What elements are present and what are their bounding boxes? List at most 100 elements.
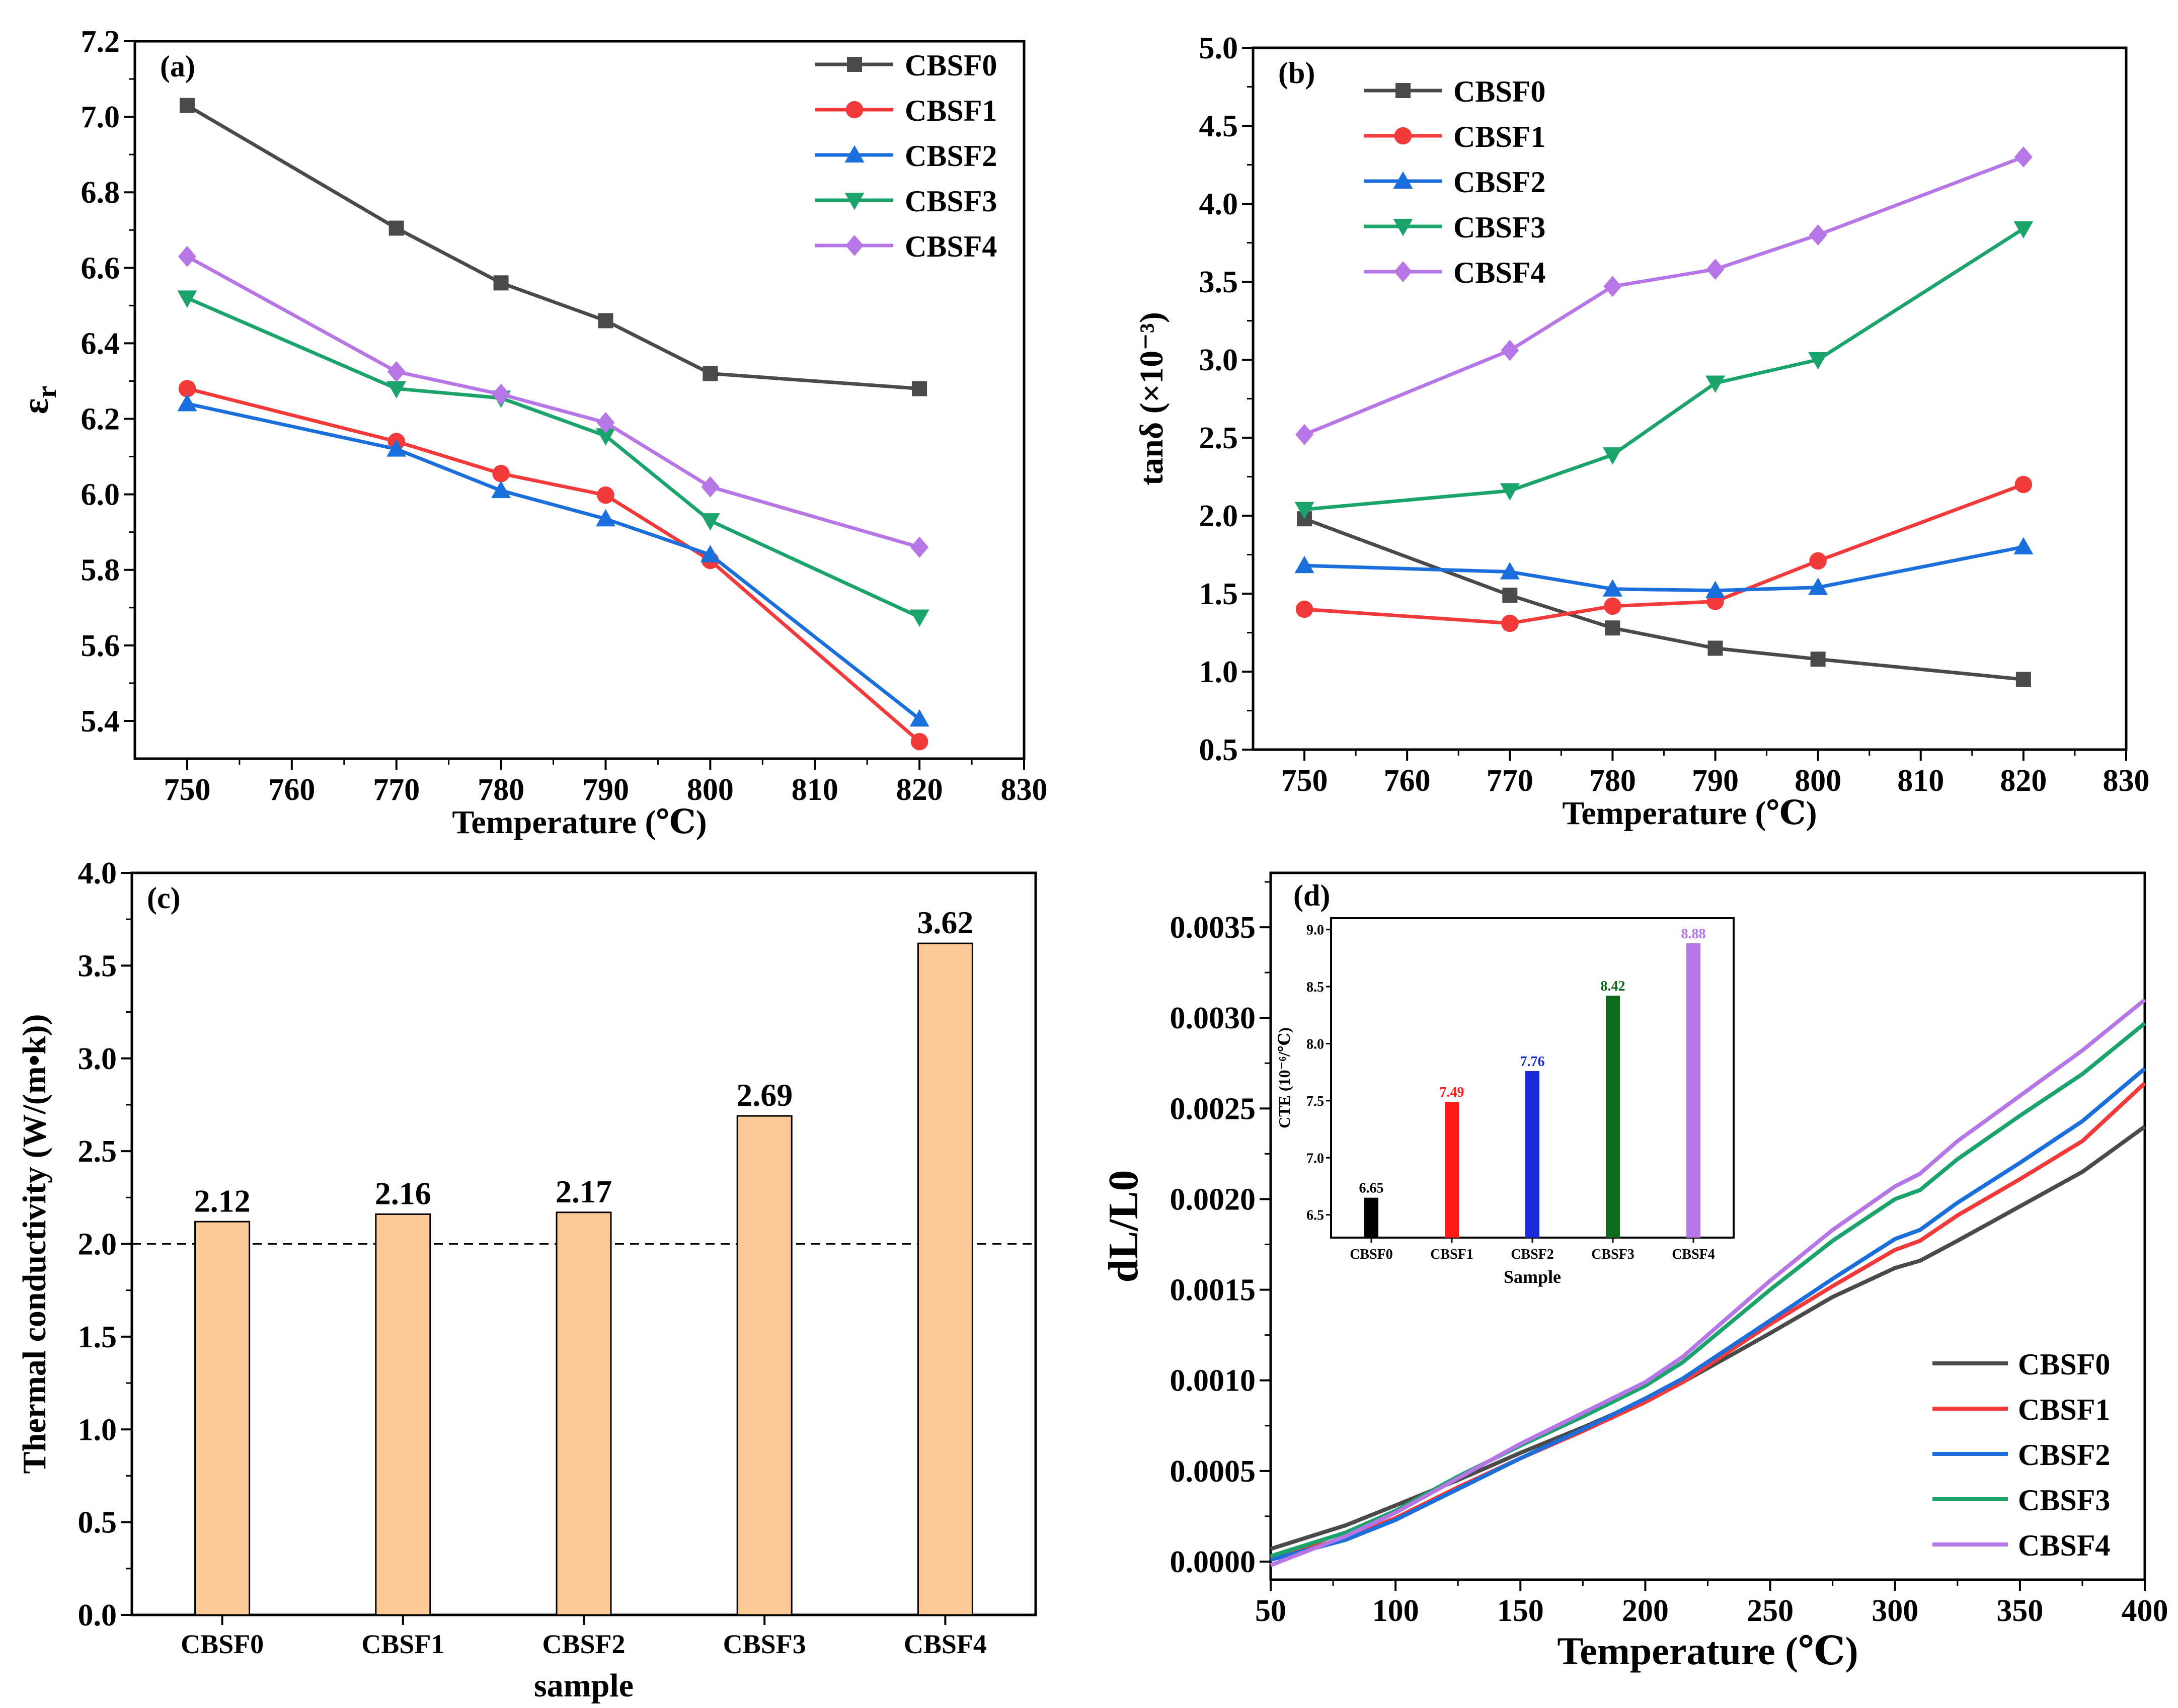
x-tick-label: 750: [1281, 764, 1328, 798]
y-tick-label: 4.5: [1199, 109, 1238, 143]
bar-CBSF1: [375, 1213, 431, 1616]
y-axis-label: tanδ (×10⁻³): [1133, 312, 1170, 485]
series-CBSF3: [1294, 221, 2034, 520]
panel-label: (a): [160, 50, 195, 83]
inset-y-axis-label: CTE (10⁻⁶/℃): [1275, 1027, 1293, 1128]
y-tick-label: 2.5: [1199, 421, 1238, 455]
y-tick-label: 0.0030: [1170, 1001, 1256, 1035]
data-point-CBSF4: [178, 246, 196, 267]
inset-x-tick-label-CBSF0: CBSF0: [1350, 1247, 1393, 1262]
legend-marker-CBSF4: [845, 235, 864, 256]
data-point-CBSF1: [1501, 614, 1519, 632]
x-tick-label: 790: [582, 773, 629, 807]
legend-marker-CBSF0: [1395, 83, 1411, 98]
y-tick-label: 6.8: [81, 176, 120, 210]
bar-value-label-CBSF2: 2.17: [556, 1174, 612, 1209]
x-tick-label: 770: [1487, 764, 1533, 798]
data-point-CBSF1: [178, 380, 196, 397]
series-line-CBSF4: [1270, 998, 2146, 1567]
data-point-CBSF0: [598, 313, 613, 329]
data-point-CBSF2: [1602, 579, 1622, 597]
data-point-CBSF4: [1706, 259, 1725, 280]
x-tick-label-CBSF1: CBSF1: [361, 1629, 444, 1659]
panel-d-thermal-expansion-chart: 50 100 150 200 250 300 350 400 0.0000 0.0005 0.001…: [1100, 871, 2168, 1673]
legend-label-CBSF1: CBSF1: [1453, 120, 1545, 153]
data-point-CBSF4: [2014, 146, 2033, 168]
panel-label: (c): [147, 881, 181, 915]
y-tick-label: 4.0: [78, 856, 117, 890]
legend-marker-CBSF1: [1394, 127, 1412, 145]
data-point-CBSF0: [493, 275, 509, 291]
x-tick-label-CBSF0: CBSF0: [181, 1629, 264, 1659]
data-point-CBSF1: [1809, 552, 1827, 570]
x-tick-label: 810: [792, 773, 838, 807]
legend-label-CBSF2: CBSF2: [905, 139, 997, 173]
inset-bar-CBSF4: [1686, 943, 1700, 1238]
series-line-CBSF3: [1304, 227, 2025, 512]
x-tick-label: 100: [1372, 1594, 1419, 1628]
y-tick-label: 4.0: [1199, 187, 1238, 221]
data-point-CBSF0: [703, 366, 718, 381]
inset-bar-CBSF3: [1606, 996, 1620, 1238]
inset-x-tick-label-CBSF4: CBSF4: [1672, 1247, 1715, 1262]
data-point-CBSF4: [1809, 224, 1827, 246]
inset-bar-CBSF0: [1364, 1197, 1378, 1238]
y-tick-label: 3.0: [1199, 343, 1238, 377]
y-tick-label: 3.5: [1199, 265, 1238, 299]
y-tick-label: 2.0: [1199, 499, 1238, 533]
y-axis-label: εr: [15, 386, 62, 414]
x-tick-label: 800: [687, 773, 734, 807]
data-point-CBSF3: [1294, 502, 1314, 520]
inset-y-tick-label: 7.0: [1306, 1151, 1324, 1166]
data-point-CBSF1: [910, 733, 928, 751]
y-tick-label: 0.0020: [1170, 1182, 1256, 1216]
series-CBSF1: [178, 380, 928, 751]
series-CBSF3: [177, 290, 929, 627]
legend-marker-CBSF2: [844, 145, 865, 162]
y-tick-label: 2.0: [78, 1228, 117, 1262]
legend-label-CBSF2: CBSF2: [1453, 166, 1545, 199]
inset-x-tick-label-CBSF3: CBSF3: [1591, 1247, 1635, 1262]
data-point-CBSF4: [701, 476, 720, 498]
series-line-CBSF0: [1303, 517, 2024, 681]
data-point-CBSF1: [492, 465, 510, 482]
legend-marker-CBSF2: [1393, 171, 1413, 189]
x-tick-label-CBSF4: CBSF4: [904, 1629, 987, 1659]
series-CBSF2: [1294, 537, 2034, 598]
bar-CBSF2: [556, 1211, 612, 1616]
x-tick-label: 50: [1255, 1594, 1286, 1628]
x-axis-label: sample: [534, 1667, 634, 1704]
data-point-CBSF0: [1502, 588, 1518, 603]
series-line-CBSF1: [187, 387, 921, 743]
x-axis-label: Temperature (℃): [1562, 795, 1817, 832]
series-CBSF0: [179, 98, 927, 396]
y-tick-label: 0.0: [78, 1598, 117, 1633]
panel-b-loss-tangent-chart: 750 760 770 780 790 800 810 820 830 0.5 1.0 1.5 2.0 2…: [1133, 31, 2150, 832]
panel-label: (d): [1293, 879, 1330, 912]
x-tick-label: 810: [1897, 764, 1944, 798]
data-point-CBSF0: [1605, 620, 1620, 636]
series-CBSF4: [178, 246, 929, 558]
data-point-CBSF2: [1294, 555, 1314, 574]
data-point-CBSF1: [597, 486, 614, 504]
data-point-CBSF2: [1500, 562, 1520, 580]
x-tick-label: 780: [478, 773, 524, 807]
y-tick-label: 1.0: [1199, 655, 1238, 689]
data-point-CBSF2: [491, 480, 511, 499]
data-point-CBSF2: [177, 394, 197, 412]
x-axis-label: Temperature (℃): [1557, 1629, 1858, 1673]
x-tick-label: 250: [1747, 1594, 1794, 1628]
inset-x-tick-label-CBSF1: CBSF1: [1430, 1247, 1473, 1262]
legend-label-CBSF3: CBSF3: [905, 185, 997, 218]
data-point-CBSF3: [1500, 483, 1520, 501]
y-tick-label: 5.0: [1199, 31, 1238, 65]
data-point-CBSF0: [1810, 652, 1826, 667]
data-point-CBSF3: [909, 609, 929, 627]
inset-bar-value-CBSF2: 7.76: [1520, 1054, 1545, 1070]
data-point-CBSF2: [1808, 578, 1828, 595]
legend-marker-CBSF3: [1393, 219, 1413, 236]
x-axis-label: Temperature (℃): [452, 804, 707, 841]
y-tick-label: 1.5: [78, 1320, 117, 1354]
data-point-CBSF0: [388, 220, 404, 236]
y-tick-label: 0.0010: [1170, 1364, 1256, 1398]
